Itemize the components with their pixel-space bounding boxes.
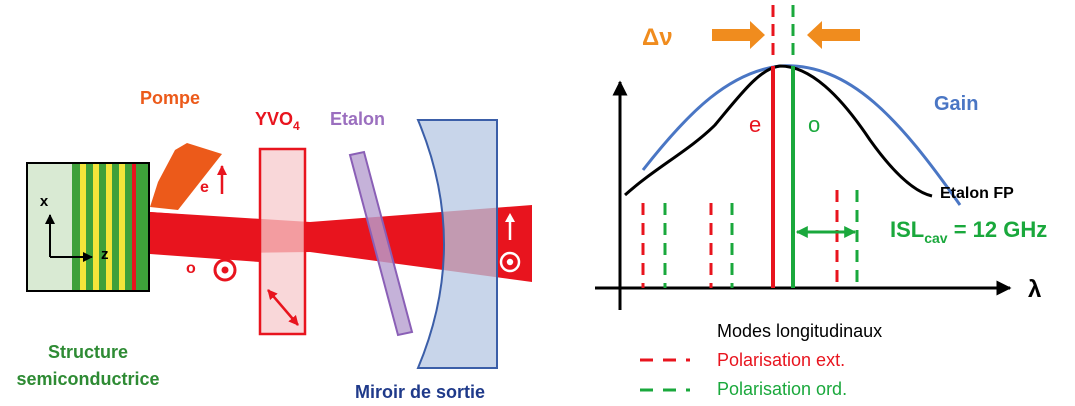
output-dot-circle-icon xyxy=(499,251,521,273)
delta-nu-label: Δν xyxy=(642,24,673,51)
dot-circle-icon xyxy=(213,258,237,282)
crystal-label: YVO4 xyxy=(255,109,300,133)
left-arrow-icon xyxy=(807,21,860,49)
lambda-label: λ xyxy=(1028,276,1041,303)
beam-e-label: e xyxy=(200,179,209,196)
spectrum-diagram: λ Gain Etalon FP e o Δν xyxy=(595,5,1047,399)
gain-label: Gain xyxy=(934,93,978,115)
axis-x-label: x xyxy=(40,193,49,210)
legend-title: Modes longitudinaux xyxy=(717,321,882,341)
gain-curve xyxy=(641,64,962,206)
beam-o-label: o xyxy=(186,260,196,277)
legend-ext-label: Polarisation ext. xyxy=(717,350,845,370)
pump-beam xyxy=(150,143,222,210)
structure-label-line1: Structure xyxy=(48,342,128,362)
axes-indicator: x z xyxy=(40,193,109,263)
crystal-axis-icon xyxy=(267,289,299,326)
legend-ord-label: Polarisation ord. xyxy=(717,379,847,399)
laser-beam xyxy=(150,205,532,282)
delta-nu-indicator: Δν xyxy=(642,21,860,51)
yvo4-crystal: YVO4 xyxy=(255,109,307,336)
structure-label-line2: semiconductrice xyxy=(16,369,159,389)
cavity-schematic: x z Pompe e o YVO4 Etalon xyxy=(16,88,532,402)
semiconductor-structure xyxy=(26,162,150,292)
pump-label: Pompe xyxy=(140,88,200,108)
etalon-plate: Etalon xyxy=(330,109,414,337)
legend: Modes longitudinaux Polarisation ext. Po… xyxy=(640,321,882,399)
mode-e-label: e xyxy=(749,112,761,137)
output-polarization xyxy=(499,213,521,273)
polarization-markers: e o xyxy=(186,165,237,282)
mode-o-label: o xyxy=(808,112,820,137)
mirror-label: Miroir de sortie xyxy=(355,382,485,402)
side-modes xyxy=(641,190,859,288)
right-arrow-icon xyxy=(712,21,765,49)
etalon-fp-curve xyxy=(623,64,933,198)
etalon-fp-label: Etalon FP xyxy=(940,185,1014,202)
etalon-label: Etalon xyxy=(330,109,385,129)
isl-label: ISLcav = 12 GHz xyxy=(890,217,1047,246)
output-mirror: Miroir de sortie xyxy=(355,119,498,402)
axis-z-label: z xyxy=(101,246,109,263)
